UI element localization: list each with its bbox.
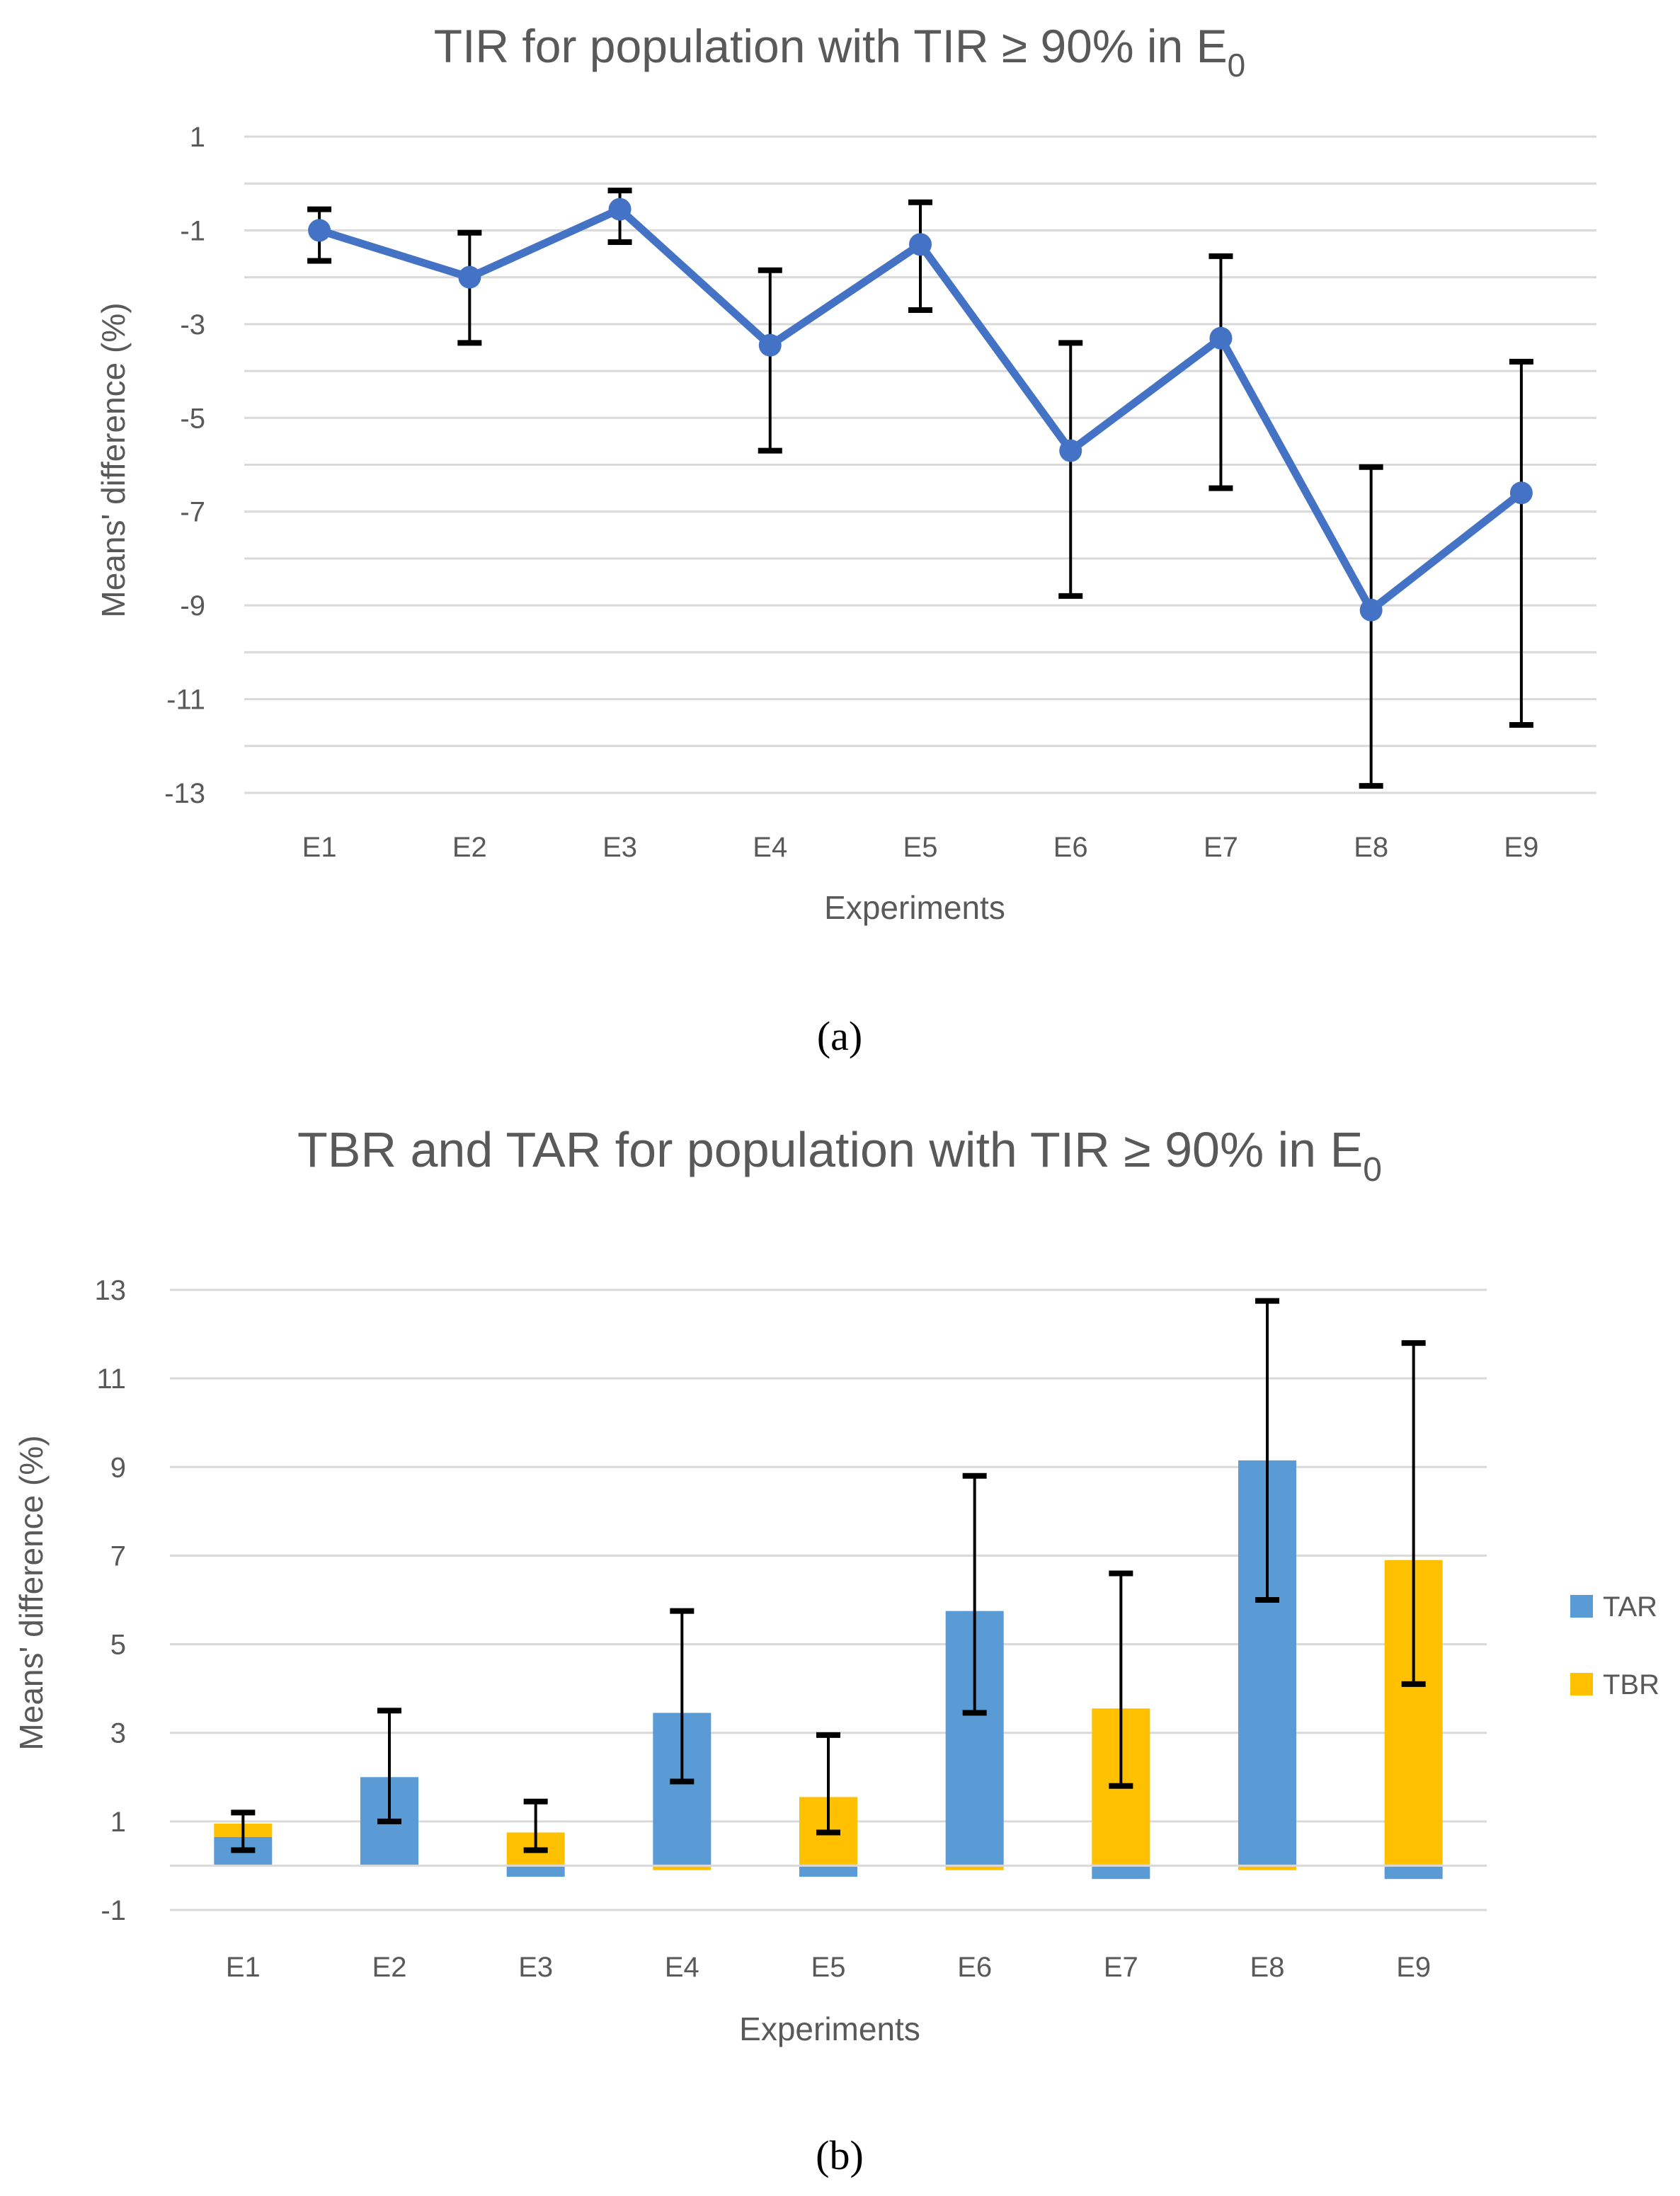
chart-a-x-tick-label: E5	[903, 832, 938, 863]
chart-a-data-point	[608, 198, 632, 221]
chart-a-data-point	[458, 265, 481, 289]
chart-b-bar-tar	[506, 1865, 565, 1877]
chart-b-y-tick-label: 7	[110, 1540, 126, 1572]
chart-b-x-label: Experiments	[739, 2011, 920, 2047]
chart-b-bar-tar	[1092, 1865, 1150, 1880]
chart-a-x-label: Experiments	[824, 889, 1005, 926]
chart-b-x-ticks: E1 E2 E3 E4 E5 E6 E7 E8 E9	[226, 1952, 1431, 1983]
chart-b-y-tick-label: 1	[110, 1807, 126, 1838]
chart-b-bar-tbr	[945, 1865, 1004, 1870]
chart-a-x-tick-label: E7	[1204, 832, 1238, 863]
chart-a-y-tick-label: -5	[180, 403, 205, 434]
chart-b-title: TBR and TAR for population with TIR ≥ 90…	[297, 1122, 1382, 1189]
chart-a-y-tick-label: -11	[166, 685, 205, 716]
chart-b-y-tick-label: 5	[110, 1630, 126, 1661]
chart-b-y-tick-label: -1	[101, 1895, 126, 1926]
chart-b-x-tick-label: E5	[811, 1952, 846, 1983]
chart-b-legend-swatch-tbr	[1570, 1673, 1593, 1695]
chart-b-caption: (b)	[816, 2132, 864, 2178]
chart-b-y-tick-label: 9	[110, 1452, 126, 1483]
chart-a-y-tick-label: -3	[180, 309, 205, 341]
chart-a-x-tick-label: E1	[302, 832, 337, 863]
chart-a: TIR for population with TIR ≥ 90% in E0 …	[95, 20, 1596, 1059]
chart-b-x-tick-label: E8	[1250, 1952, 1285, 1983]
chart-b-bar-tbr	[653, 1865, 712, 1870]
chart-b-y-tick-label: 13	[95, 1275, 127, 1306]
chart-b-bar-tar	[799, 1865, 857, 1877]
chart-b-y-tick-label: 11	[96, 1363, 126, 1395]
chart-a-data-point	[758, 333, 782, 357]
chart-b-x-tick-label: E3	[518, 1952, 553, 1983]
chart-a-x-tick-label: E4	[753, 832, 787, 863]
chart-b-bar-tbr	[1238, 1865, 1296, 1870]
chart-b-legend: TAR TBR	[1570, 1591, 1659, 1700]
chart-a-y-ticks: 1 -1 -3 -5 -7 -9 -11 -13	[164, 122, 205, 809]
chart-a-data-point	[1059, 439, 1082, 462]
chart-b-x-tick-label: E4	[665, 1952, 699, 1983]
chart-b-x-tick-label: E6	[957, 1952, 992, 1983]
chart-a-y-label: Means' difference (%)	[95, 302, 132, 617]
chart-b-error-bars	[231, 1298, 1426, 1853]
chart-b: TBR and TAR for population with TIR ≥ 90…	[13, 1122, 1659, 2178]
chart-b-x-tick-label: E1	[226, 1952, 261, 1983]
chart-a-y-tick-label: -7	[180, 497, 205, 528]
chart-a-error-bars	[307, 188, 1533, 789]
chart-b-legend-label-tar: TAR	[1603, 1591, 1657, 1623]
chart-b-y-ticks: 13 11 9 7 5 3 1 -1	[95, 1275, 127, 1926]
chart-a-title: TIR for population with TIR ≥ 90% in E0	[434, 20, 1245, 84]
chart-b-x-tick-label: E9	[1396, 1952, 1431, 1983]
chart-a-data-point	[909, 233, 932, 256]
chart-a-x-tick-label: E3	[602, 832, 637, 863]
chart-a-x-tick-label: E6	[1053, 832, 1088, 863]
chart-a-y-tick-label: -13	[164, 778, 205, 809]
chart-b-y-label: Means' difference (%)	[13, 1435, 50, 1750]
chart-a-points	[308, 198, 1533, 622]
chart-a-data-point	[1509, 481, 1533, 505]
chart-b-x-tick-label: E7	[1104, 1952, 1138, 1983]
chart-a-data-point	[1209, 326, 1233, 350]
chart-b-x-tick-label: E2	[372, 1952, 407, 1983]
chart-b-legend-swatch-tar	[1570, 1595, 1593, 1618]
chart-a-y-tick-label: -9	[180, 590, 205, 622]
chart-b-legend-label-tbr: TBR	[1603, 1669, 1659, 1700]
chart-a-x-tick-label: E9	[1504, 832, 1538, 863]
chart-a-y-tick-label: -1	[180, 215, 205, 246]
chart-a-x-tick-label: E8	[1354, 832, 1388, 863]
chart-b-bar-tar	[1384, 1865, 1443, 1880]
chart-a-data-point	[1359, 598, 1383, 622]
chart-a-caption: (a)	[817, 1013, 862, 1059]
chart-b-y-tick-label: 3	[110, 1718, 126, 1749]
chart-a-x-ticks: E1 E2 E3 E4 E5 E6 E7 E8 E9	[302, 832, 1539, 863]
chart-a-x-tick-label: E2	[452, 832, 487, 863]
chart-a-y-tick-label: 1	[190, 122, 205, 153]
chart-a-data-point	[308, 219, 331, 242]
